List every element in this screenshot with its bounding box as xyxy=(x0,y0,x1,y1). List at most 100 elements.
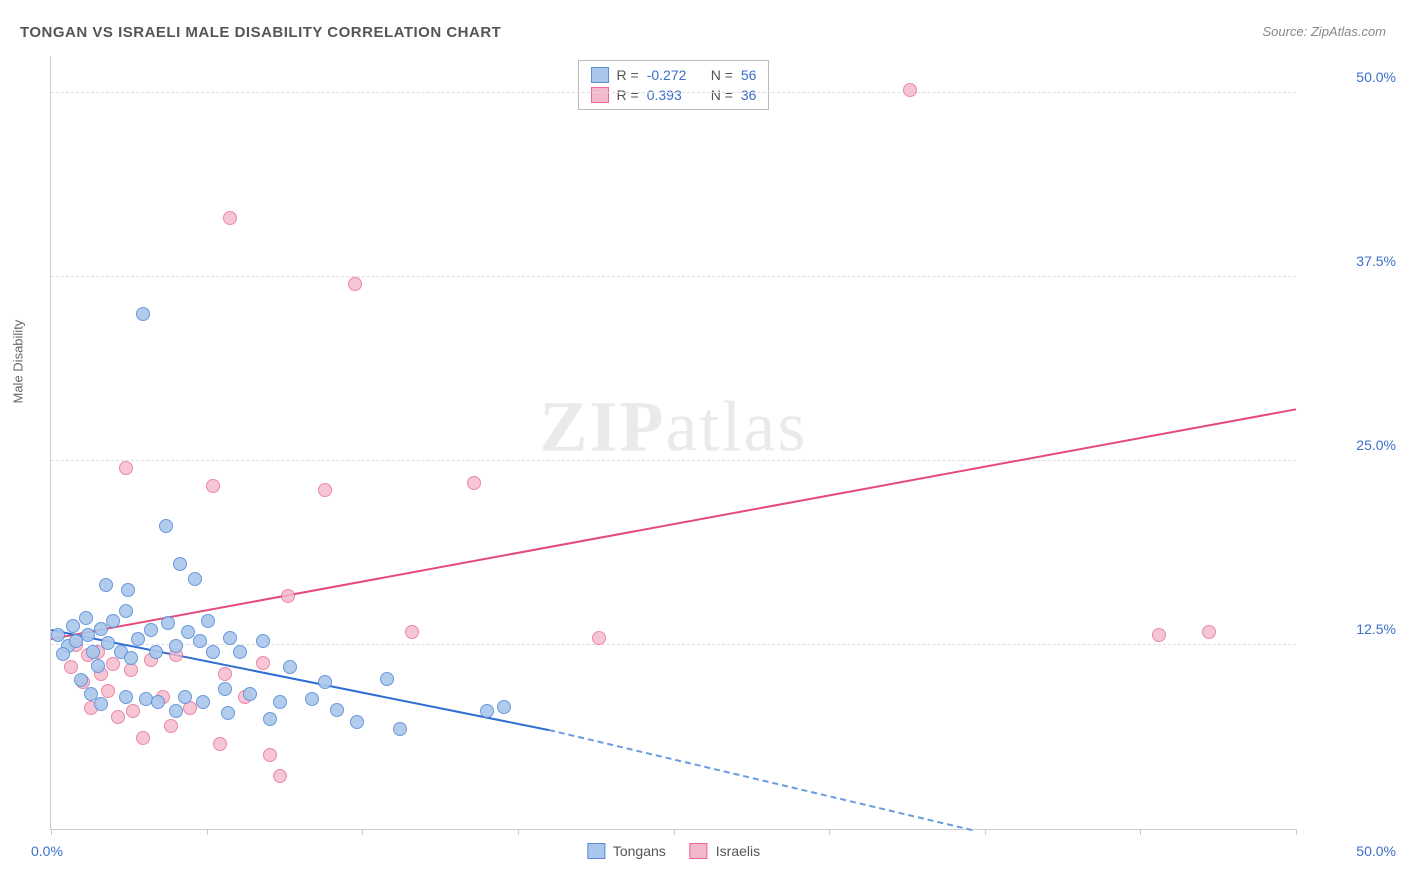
scatter-point xyxy=(273,769,287,783)
scatter-point xyxy=(223,631,237,645)
x-tick xyxy=(985,829,986,835)
x-tick xyxy=(518,829,519,835)
tongans-swatch-icon xyxy=(587,843,605,859)
scatter-point xyxy=(56,647,70,661)
x-tick xyxy=(207,829,208,835)
scatter-point xyxy=(318,483,332,497)
scatter-point xyxy=(136,731,150,745)
scatter-point xyxy=(101,684,115,698)
scatter-point xyxy=(66,619,80,633)
scatter-point xyxy=(119,690,133,704)
tongans-r-value: -0.272 xyxy=(647,67,703,83)
r-label: R = xyxy=(617,67,639,83)
scatter-point xyxy=(144,623,158,637)
scatter-point xyxy=(79,611,93,625)
x-tick xyxy=(362,829,363,835)
watermark-zip: ZIP xyxy=(540,387,666,467)
chart-container: TONGAN VS ISRAELI MALE DISABILITY CORREL… xyxy=(0,0,1406,892)
scatter-point xyxy=(111,710,125,724)
scatter-point xyxy=(903,83,917,97)
scatter-point xyxy=(126,704,140,718)
x-tick xyxy=(674,829,675,835)
scatter-point xyxy=(497,700,511,714)
israelis-swatch-icon xyxy=(591,87,609,103)
source-label: Source: ZipAtlas.com xyxy=(1262,24,1386,39)
chart-title: TONGAN VS ISRAELI MALE DISABILITY CORREL… xyxy=(20,24,501,41)
scatter-point xyxy=(348,277,362,291)
scatter-point xyxy=(1152,628,1166,642)
scatter-point xyxy=(218,682,232,696)
scatter-point xyxy=(206,645,220,659)
scatter-point xyxy=(330,703,344,717)
x-axis-min-label: 0.0% xyxy=(31,843,63,859)
trend-line-extrapolated xyxy=(549,729,973,831)
scatter-point xyxy=(201,614,215,628)
x-tick xyxy=(1296,829,1297,835)
scatter-point xyxy=(151,695,165,709)
scatter-point xyxy=(106,657,120,671)
scatter-point xyxy=(480,704,494,718)
scatter-point xyxy=(121,583,135,597)
y-axis-label: Male Disability xyxy=(11,320,26,404)
y-tick-label: 37.5% xyxy=(1306,253,1396,269)
scatter-point xyxy=(218,667,232,681)
scatter-point xyxy=(305,692,319,706)
scatter-point xyxy=(51,628,65,642)
grid-line xyxy=(51,92,1296,93)
y-tick-label: 50.0% xyxy=(1306,69,1396,85)
legend-row-tongans: R = -0.272 N = 56 xyxy=(591,65,757,85)
israelis-r-value: 0.393 xyxy=(647,87,703,103)
correlation-legend: R = -0.272 N = 56 R = 0.393 N = 36 xyxy=(578,60,770,110)
scatter-point xyxy=(91,659,105,673)
n-label: N = xyxy=(711,67,733,83)
scatter-point xyxy=(243,687,257,701)
scatter-point xyxy=(169,704,183,718)
y-tick-label: 12.5% xyxy=(1306,621,1396,637)
scatter-point xyxy=(181,625,195,639)
tongans-n-value: 56 xyxy=(741,67,757,83)
legend-row-israelis: R = 0.393 N = 36 xyxy=(591,85,757,105)
scatter-point xyxy=(131,632,145,646)
scatter-point xyxy=(161,616,175,630)
scatter-point xyxy=(94,622,108,636)
scatter-point xyxy=(467,476,481,490)
scatter-point xyxy=(281,589,295,603)
israelis-swatch-icon xyxy=(690,843,708,859)
scatter-point xyxy=(233,645,247,659)
scatter-point xyxy=(256,656,270,670)
scatter-point xyxy=(193,634,207,648)
x-tick xyxy=(829,829,830,835)
series-legend: Tongans Israelis xyxy=(587,843,760,859)
grid-line xyxy=(51,460,1296,461)
scatter-point xyxy=(119,461,133,475)
scatter-point xyxy=(380,672,394,686)
scatter-point xyxy=(119,604,133,618)
tongans-swatch-icon xyxy=(591,67,609,83)
scatter-point xyxy=(206,479,220,493)
n-label: N = xyxy=(711,87,733,103)
legend-item-tongans: Tongans xyxy=(587,843,666,859)
scatter-point xyxy=(124,651,138,665)
tongans-label: Tongans xyxy=(613,843,666,859)
scatter-point xyxy=(159,519,173,533)
y-tick-label: 25.0% xyxy=(1306,437,1396,453)
scatter-point xyxy=(178,690,192,704)
israelis-label: Israelis xyxy=(716,843,760,859)
scatter-point xyxy=(592,631,606,645)
israelis-n-value: 36 xyxy=(741,87,757,103)
scatter-point xyxy=(405,625,419,639)
x-axis-max-label: 50.0% xyxy=(1306,843,1396,859)
scatter-point xyxy=(164,719,178,733)
grid-line xyxy=(51,276,1296,277)
x-tick xyxy=(1140,829,1141,835)
scatter-point xyxy=(94,697,108,711)
scatter-point xyxy=(169,639,183,653)
scatter-point xyxy=(188,572,202,586)
trend-line xyxy=(51,408,1296,640)
scatter-point xyxy=(213,737,227,751)
watermark-atlas: atlas xyxy=(666,387,808,467)
scatter-point xyxy=(1202,625,1216,639)
scatter-point xyxy=(64,660,78,674)
scatter-point xyxy=(283,660,297,674)
scatter-point xyxy=(393,722,407,736)
